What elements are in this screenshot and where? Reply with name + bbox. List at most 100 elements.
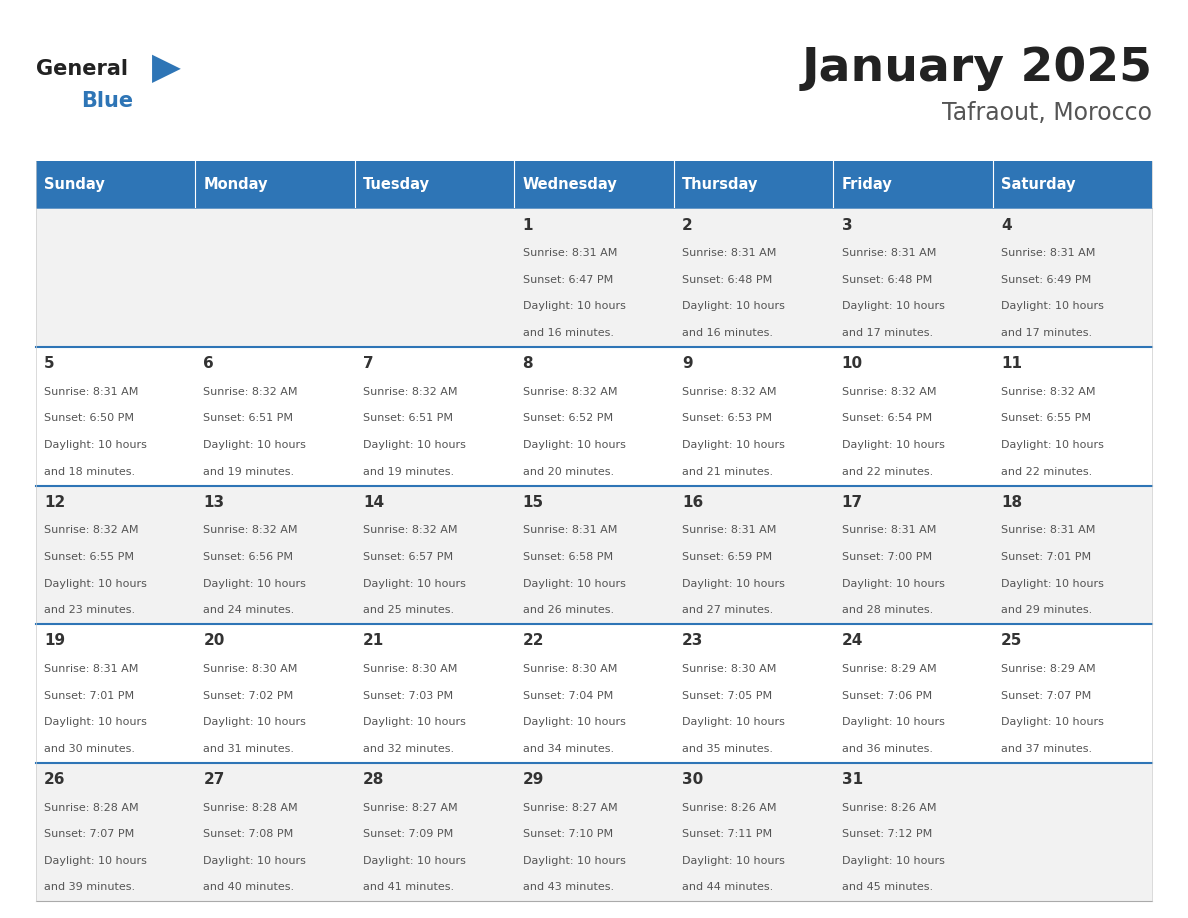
Text: Sunrise: 8:30 AM: Sunrise: 8:30 AM — [203, 664, 298, 674]
Text: and 39 minutes.: and 39 minutes. — [44, 882, 135, 892]
Text: Daylight: 10 hours: Daylight: 10 hours — [841, 717, 944, 727]
Bar — [674, 161, 833, 208]
Text: Sunset: 7:04 PM: Sunset: 7:04 PM — [523, 690, 613, 700]
Text: Sunset: 6:52 PM: Sunset: 6:52 PM — [523, 413, 613, 423]
Text: and 37 minutes.: and 37 minutes. — [1001, 744, 1092, 754]
Text: Daylight: 10 hours: Daylight: 10 hours — [523, 717, 625, 727]
Text: Daylight: 10 hours: Daylight: 10 hours — [203, 578, 307, 588]
Text: Sunrise: 8:31 AM: Sunrise: 8:31 AM — [523, 525, 617, 535]
Text: 23: 23 — [682, 633, 703, 648]
Text: Daylight: 10 hours: Daylight: 10 hours — [44, 578, 147, 588]
Bar — [993, 161, 1152, 208]
Text: Sunrise: 8:28 AM: Sunrise: 8:28 AM — [44, 802, 139, 812]
Text: Daylight: 10 hours: Daylight: 10 hours — [841, 301, 944, 311]
Text: and 32 minutes.: and 32 minutes. — [364, 744, 454, 754]
Bar — [833, 161, 993, 208]
Text: 24: 24 — [841, 633, 862, 648]
Text: 29: 29 — [523, 772, 544, 787]
Text: 28: 28 — [364, 772, 385, 787]
Text: Sunrise: 8:31 AM: Sunrise: 8:31 AM — [1001, 248, 1095, 258]
Text: 14: 14 — [364, 495, 384, 509]
Text: 4: 4 — [1001, 218, 1012, 232]
Text: Sunset: 7:08 PM: Sunset: 7:08 PM — [203, 829, 293, 839]
Text: and 30 minutes.: and 30 minutes. — [44, 744, 135, 754]
Text: Sunrise: 8:32 AM: Sunrise: 8:32 AM — [364, 525, 457, 535]
Text: 8: 8 — [523, 356, 533, 371]
Text: Sunrise: 8:31 AM: Sunrise: 8:31 AM — [1001, 525, 1095, 535]
Text: Sunrise: 8:32 AM: Sunrise: 8:32 AM — [203, 525, 298, 535]
Text: Daylight: 10 hours: Daylight: 10 hours — [203, 856, 307, 866]
Text: Daylight: 10 hours: Daylight: 10 hours — [841, 440, 944, 450]
Text: Tuesday: Tuesday — [364, 177, 430, 192]
Text: 25: 25 — [1001, 633, 1023, 648]
Text: Daylight: 10 hours: Daylight: 10 hours — [523, 440, 625, 450]
Text: Tafraout, Morocco: Tafraout, Morocco — [942, 101, 1152, 125]
Bar — [195, 161, 355, 208]
Text: 9: 9 — [682, 356, 693, 371]
Text: and 28 minutes.: and 28 minutes. — [841, 605, 933, 615]
Text: Sunrise: 8:31 AM: Sunrise: 8:31 AM — [682, 248, 777, 258]
Text: 22: 22 — [523, 633, 544, 648]
Text: 18: 18 — [1001, 495, 1022, 509]
Text: Sunrise: 8:31 AM: Sunrise: 8:31 AM — [44, 664, 138, 674]
Text: Sunset: 7:07 PM: Sunset: 7:07 PM — [1001, 690, 1092, 700]
Text: Daylight: 10 hours: Daylight: 10 hours — [1001, 440, 1104, 450]
Text: 13: 13 — [203, 495, 225, 509]
Bar — [36, 161, 195, 208]
Text: Sunset: 6:59 PM: Sunset: 6:59 PM — [682, 552, 772, 562]
Text: Sunset: 6:55 PM: Sunset: 6:55 PM — [44, 552, 134, 562]
Text: 5: 5 — [44, 356, 55, 371]
Text: Sunset: 6:53 PM: Sunset: 6:53 PM — [682, 413, 772, 423]
Text: 12: 12 — [44, 495, 65, 509]
Text: Sunset: 6:56 PM: Sunset: 6:56 PM — [203, 552, 293, 562]
Text: and 25 minutes.: and 25 minutes. — [364, 605, 454, 615]
Text: Daylight: 10 hours: Daylight: 10 hours — [841, 578, 944, 588]
Text: 3: 3 — [841, 218, 852, 232]
Text: and 17 minutes.: and 17 minutes. — [1001, 328, 1092, 338]
Text: Daylight: 10 hours: Daylight: 10 hours — [682, 856, 785, 866]
Text: and 22 minutes.: and 22 minutes. — [841, 466, 933, 476]
Text: Sunrise: 8:32 AM: Sunrise: 8:32 AM — [364, 386, 457, 397]
Text: Sunday: Sunday — [44, 177, 105, 192]
Bar — [36, 486, 1152, 624]
Text: and 36 minutes.: and 36 minutes. — [841, 744, 933, 754]
Text: Sunset: 7:11 PM: Sunset: 7:11 PM — [682, 829, 772, 839]
Text: Daylight: 10 hours: Daylight: 10 hours — [523, 578, 625, 588]
Text: Sunrise: 8:32 AM: Sunrise: 8:32 AM — [203, 386, 298, 397]
Text: and 45 minutes.: and 45 minutes. — [841, 882, 933, 892]
Text: Daylight: 10 hours: Daylight: 10 hours — [364, 440, 466, 450]
Text: Sunset: 6:51 PM: Sunset: 6:51 PM — [364, 413, 453, 423]
Text: Thursday: Thursday — [682, 177, 758, 192]
Text: Sunset: 6:58 PM: Sunset: 6:58 PM — [523, 552, 613, 562]
Text: 26: 26 — [44, 772, 65, 787]
Text: Sunset: 7:10 PM: Sunset: 7:10 PM — [523, 829, 613, 839]
Text: Daylight: 10 hours: Daylight: 10 hours — [682, 440, 785, 450]
Text: and 19 minutes.: and 19 minutes. — [364, 466, 454, 476]
Text: 7: 7 — [364, 356, 374, 371]
Text: Sunrise: 8:30 AM: Sunrise: 8:30 AM — [523, 664, 617, 674]
Text: and 26 minutes.: and 26 minutes. — [523, 605, 614, 615]
Text: 31: 31 — [841, 772, 862, 787]
Bar — [355, 161, 514, 208]
Text: and 23 minutes.: and 23 minutes. — [44, 605, 135, 615]
Text: General: General — [36, 59, 127, 79]
Text: Sunset: 6:50 PM: Sunset: 6:50 PM — [44, 413, 134, 423]
Text: Daylight: 10 hours: Daylight: 10 hours — [1001, 717, 1104, 727]
Text: and 44 minutes.: and 44 minutes. — [682, 882, 773, 892]
Text: Daylight: 10 hours: Daylight: 10 hours — [364, 717, 466, 727]
Text: Sunset: 7:02 PM: Sunset: 7:02 PM — [203, 690, 293, 700]
Text: Sunrise: 8:26 AM: Sunrise: 8:26 AM — [841, 802, 936, 812]
Text: and 34 minutes.: and 34 minutes. — [523, 744, 614, 754]
Text: Daylight: 10 hours: Daylight: 10 hours — [44, 717, 147, 727]
Text: Daylight: 10 hours: Daylight: 10 hours — [44, 440, 147, 450]
Text: 15: 15 — [523, 495, 544, 509]
Text: Sunrise: 8:32 AM: Sunrise: 8:32 AM — [44, 525, 139, 535]
Text: Sunset: 6:57 PM: Sunset: 6:57 PM — [364, 552, 453, 562]
Text: Sunset: 7:01 PM: Sunset: 7:01 PM — [1001, 552, 1092, 562]
Text: and 16 minutes.: and 16 minutes. — [523, 328, 613, 338]
Text: and 41 minutes.: and 41 minutes. — [364, 882, 454, 892]
Text: Blue: Blue — [81, 91, 133, 111]
Text: Sunset: 6:47 PM: Sunset: 6:47 PM — [523, 274, 613, 285]
Text: Sunset: 7:09 PM: Sunset: 7:09 PM — [364, 829, 454, 839]
Text: and 31 minutes.: and 31 minutes. — [203, 744, 295, 754]
